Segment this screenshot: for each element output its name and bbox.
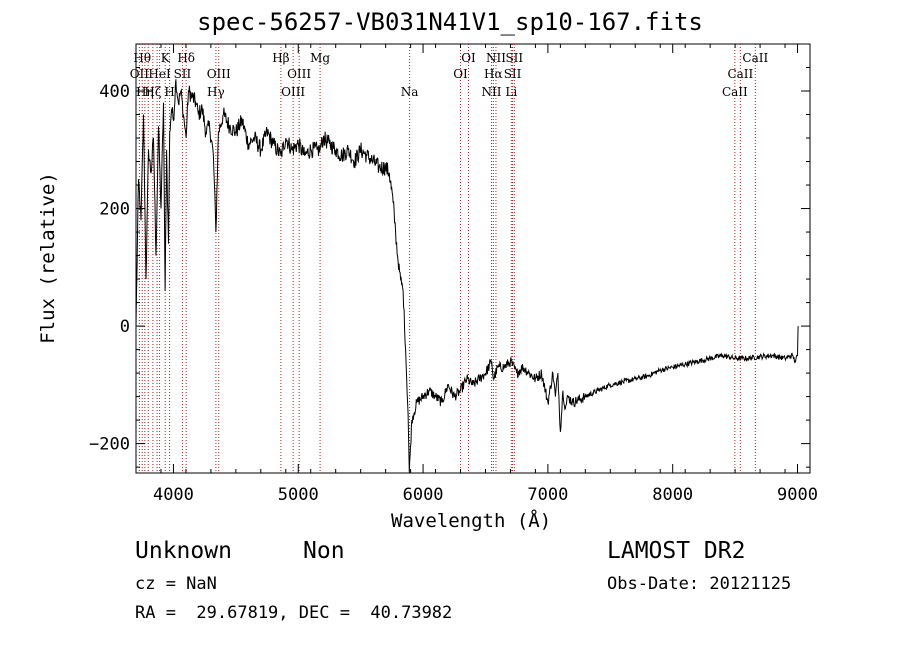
- line-marker-label: CaII: [742, 51, 768, 65]
- line-marker-label: NII: [486, 51, 506, 65]
- line-marker-label: Hγ: [207, 85, 225, 99]
- object-subclass: Non: [303, 538, 345, 564]
- y-tick-label: 0: [120, 317, 130, 337]
- line-marker-label: Na: [401, 85, 419, 99]
- line-marker-label: OI: [461, 51, 476, 65]
- line-marker-label: Hζ: [144, 85, 161, 99]
- x-tick-label: 9000: [777, 485, 818, 505]
- line-marker-label: SII: [505, 51, 523, 65]
- line-marker-label: Hθ: [133, 51, 151, 65]
- line-marker-label: CaII: [722, 85, 748, 99]
- x-tick-label: 6000: [403, 485, 444, 505]
- x-axis-label: Wavelength (Å): [391, 510, 552, 532]
- x-tick-label: 4000: [153, 485, 194, 505]
- obs-date: Obs-Date: 20121125: [607, 574, 792, 594]
- line-marker-label: SII: [504, 67, 522, 81]
- y-axis-label: Flux (relative): [37, 172, 59, 344]
- axis-ticks: 4000 5000 6000 7000 8000 9000 −200 0 200 400: [89, 44, 818, 505]
- object-class: Unknown: [135, 538, 232, 564]
- line-marker-label: NII: [481, 85, 501, 99]
- plot-frame: [135, 43, 811, 474]
- y-tick-label: 200: [99, 200, 130, 220]
- redshift-text: cz = NaN: [135, 574, 217, 594]
- line-marker-label: CaII: [727, 67, 753, 81]
- line-marker-label: Hη: [136, 85, 154, 99]
- line-marker-label: Hδ: [177, 51, 195, 65]
- x-tick-label: 7000: [527, 485, 568, 505]
- line-marker-label: OII: [130, 67, 150, 81]
- x-tick-label: 8000: [652, 485, 693, 505]
- line-marker-label: K: [161, 51, 171, 65]
- line-marker-label: Li: [505, 85, 517, 99]
- line-marker-label: OIII: [287, 67, 311, 81]
- line-marker-label: Hβ: [272, 51, 289, 65]
- chart-title: spec-56257-VB031N41V1_sp10-167.fits: [197, 8, 703, 36]
- spectrum-line: [135, 79, 799, 474]
- line-marker-label: OI: [453, 67, 468, 81]
- line-marker-label: HeI: [148, 67, 171, 81]
- coordinates-text: RA = 29.67819, DEC = 40.73982: [135, 603, 453, 623]
- line-markers: [138, 44, 756, 473]
- survey-label: LAMOST DR2: [607, 538, 746, 564]
- line-marker-label: SII: [174, 67, 192, 81]
- y-tick-label: 400: [99, 82, 130, 102]
- line-marker-label: H: [164, 85, 174, 99]
- line-marker-label: OIII: [281, 85, 305, 99]
- x-tick-label: 5000: [278, 485, 319, 505]
- line-marker-label: OIII: [207, 67, 231, 81]
- line-marker-label: Mg: [310, 51, 330, 65]
- line-marker-labels: OIIHθHηHζHeIKHSIIHδHγOIIIHβOIIIOIIIMgNaO…: [130, 51, 769, 99]
- y-tick-label: −200: [89, 435, 130, 455]
- line-marker-label: Hα: [484, 67, 503, 81]
